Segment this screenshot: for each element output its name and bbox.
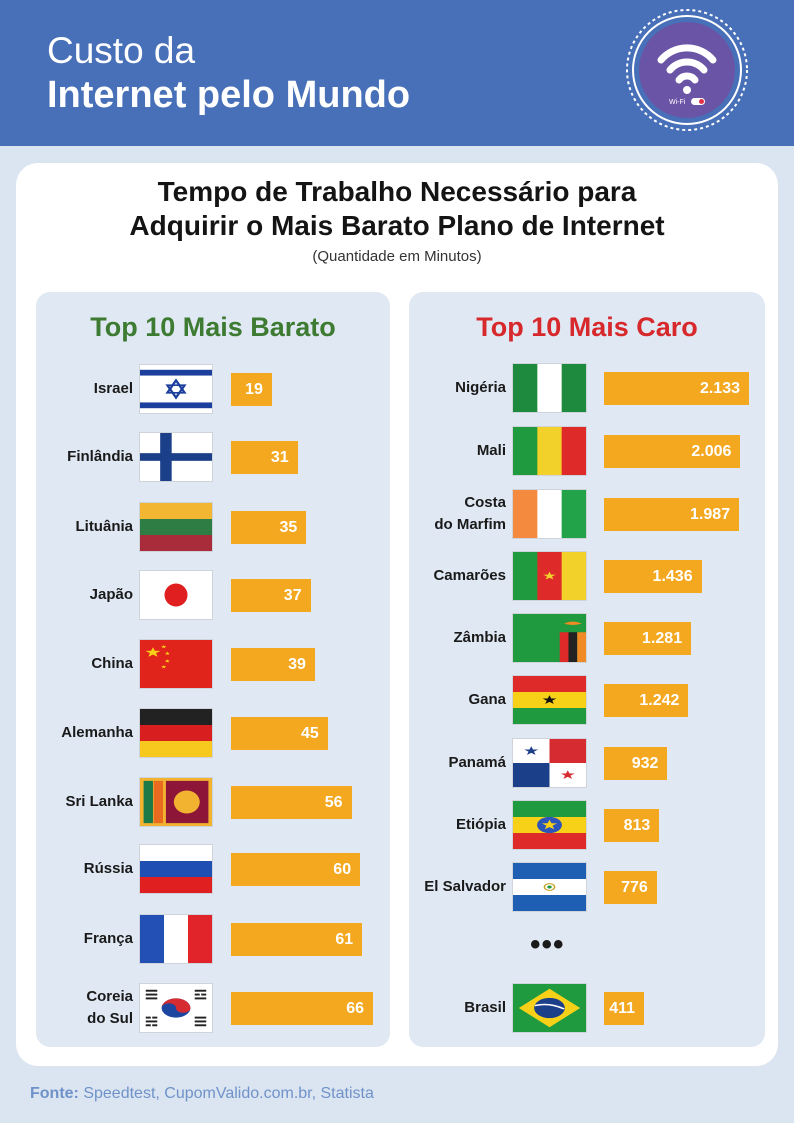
bar-value-label: 932 [631,754,659,772]
bar-value-label: 56 [324,793,343,811]
country-label-camaroes: Camarões [433,567,506,584]
flag-camaroes-icon [512,551,587,601]
country-label-etiopia: Etiópia [455,816,506,833]
flag-etiopia-icon [512,800,587,850]
country-label-alemanha: Alemanha [61,724,133,741]
bar-israel: 19 [231,372,272,406]
source-note: Fonte: Speedtest, CupomValido.com.br, St… [30,1085,374,1103]
country-label-lituania: Lituânia [75,518,133,535]
most-expensive-panel-title: Top 10 Mais Caro [476,312,698,342]
cheapest-panel-title: Top 10 Mais Barato [90,312,336,342]
flag-franca-icon [139,914,213,964]
chart-unit: (Quantidade em Minutos) [312,248,482,265]
flag-finlandia-icon [139,432,213,482]
bar-value-label: 31 [270,448,289,466]
bar-value-label: 1.987 [690,505,731,523]
most-expensive-panel [409,292,765,1047]
bar-value-label: 2.006 [691,442,732,460]
flag-russia-icon [139,844,213,894]
country-label-el-salvador: El Salvador [424,878,506,895]
header-banner: Custo da Internet pelo Mundo Wi-Fi [0,0,794,146]
bar-brasil: 411 [604,991,644,1025]
badge-text: Wi-Fi [669,99,686,106]
bar-el-salvador: 776 [604,870,657,904]
bar-value-label: 19 [245,380,263,398]
flag-alemanha-icon [139,708,213,758]
source-label: Fonte: [30,1085,79,1102]
source-text: Speedtest, CupomValido.com.br, Statista [83,1085,374,1102]
flag-zambia-icon [512,613,587,663]
bar-costa-do-marfim: 1.987 [604,497,740,531]
country-label-mali: Mali [476,442,506,459]
bar-value-label: 45 [301,724,319,742]
bar-value-label: 37 [283,586,302,604]
bar-gana: 1.242 [604,683,689,717]
bar-coreia-do-sul: 66 [231,991,373,1025]
bar-finlandia: 31 [231,440,298,474]
flag-panama-icon [512,738,587,788]
bar-value-label: 411 [609,999,635,1017]
bar-zambia: 1.281 [604,621,692,655]
flag-mali-icon [512,426,587,476]
bar-value-label: 60 [333,860,352,878]
flag-sri-lanka-icon [139,777,213,827]
title-line-2: Internet pelo Mundo [47,74,411,116]
country-label-japao: Japão [89,586,133,603]
bar-japao: 37 [231,578,311,612]
bar-franca: 61 [231,922,363,956]
cheapest-panel [36,292,390,1047]
flag-china-icon [139,639,213,689]
flag-el-salvador-icon [512,862,587,912]
country-label-nigeria: Nigéria [455,379,506,396]
flag-lituania-icon [139,502,213,552]
chart-title-line-2: Adquirir o Mais Barato Plano de Internet [129,210,665,241]
country-label-sri-lanka: Sri Lanka [65,793,133,810]
bar-value-label: 61 [335,930,354,948]
bar-russia: 60 [231,852,361,886]
bar-value-label: 776 [621,878,648,896]
bar-value-label: 1.436 [652,567,693,585]
wifi-icon: Wi-Fi [626,9,748,131]
bar-value-label: 39 [288,655,306,673]
bar-mali: 2.006 [604,434,741,468]
bar-value-label: 66 [346,999,364,1017]
flag-israel-icon [139,364,213,414]
country-label-brasil: Brasil [464,999,506,1016]
country-label-china: China [91,655,133,672]
country-label-franca: França [83,930,133,947]
bar-alemanha: 45 [231,716,328,750]
flag-japao-icon [139,570,213,620]
country-label-coreia-do-sul: Coreia do Sul [86,988,133,1027]
bar-china: 39 [231,647,315,681]
bar-value-label: 1.242 [639,691,680,709]
bar-camaroes: 1.436 [604,559,702,593]
country-label-zambia: Zâmbia [453,629,506,646]
country-label-finlandia: Finlândia [67,448,133,465]
flag-costa-do-marfim-icon [512,489,587,539]
flag-coreia-do-sul-icon [139,983,213,1033]
gap-marker: ••• [530,928,565,961]
country-label-russia: Rússia [83,860,133,877]
title-line-1: Custo da [47,30,196,71]
bar-value-label: 2.133 [699,379,740,397]
bar-lituania: 35 [231,510,307,544]
country-label-israel: Israel [93,380,133,397]
flag-nigeria-icon [512,363,587,413]
bar-nigeria: 2.133 [604,371,749,405]
country-label-gana: Gana [468,691,506,708]
bar-value-label: 813 [623,816,651,834]
bar-etiopia: 813 [604,808,660,842]
bar-panama: 932 [604,746,668,780]
bar-value-label: 35 [279,518,298,536]
flag-brasil-icon [512,983,587,1033]
flag-gana-icon [512,675,587,725]
country-label-panama: Panamá [448,754,506,771]
chart-title-line-1: Tempo de Trabalho Necessário para [157,176,637,207]
bar-sri-lanka: 56 [231,785,352,819]
bar-value-label: 1.281 [642,629,683,647]
country-label-costa-do-marfim: Costa do Marfim [434,494,506,533]
